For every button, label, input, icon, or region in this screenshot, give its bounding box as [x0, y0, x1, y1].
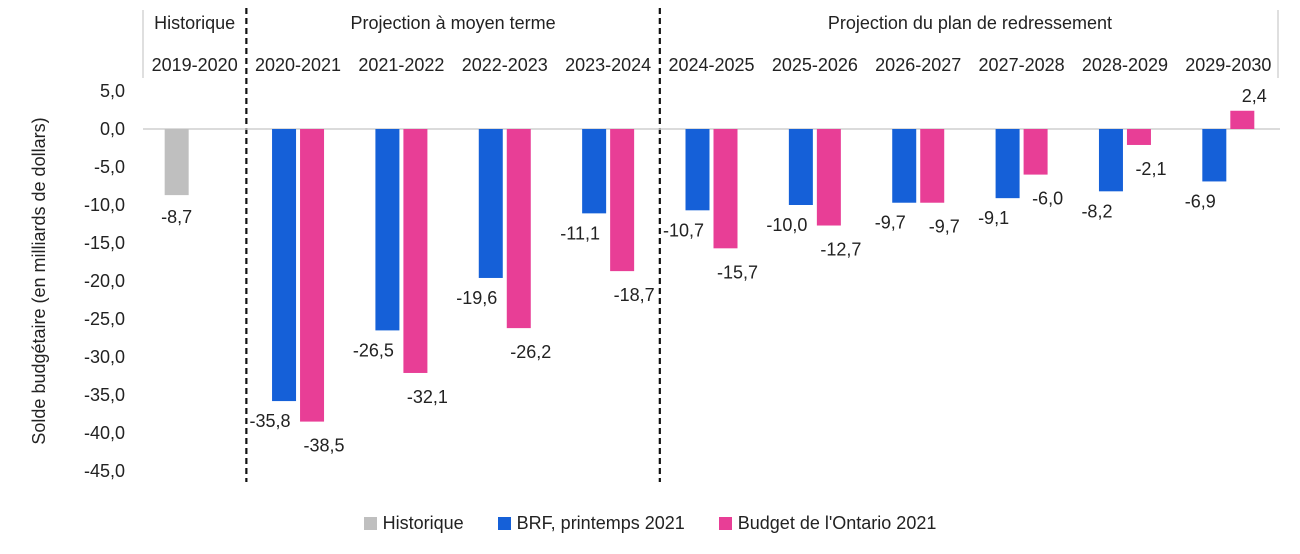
bar	[1023, 129, 1048, 175]
y-tick-label: -25,0	[84, 309, 125, 329]
data-label: -12,7	[820, 240, 861, 260]
category-label: 2021-2022	[358, 55, 444, 75]
y-tick-label: 5,0	[100, 81, 125, 101]
data-label: -9,7	[875, 213, 906, 233]
data-label: -8,7	[161, 207, 192, 227]
bar	[506, 129, 531, 329]
bar	[610, 129, 635, 272]
category-label: 2025-2026	[772, 55, 858, 75]
data-label: -15,7	[717, 262, 758, 282]
category-label: 2027-2028	[979, 55, 1065, 75]
data-label: -26,2	[510, 342, 551, 362]
data-label: -6,0	[1032, 189, 1063, 209]
data-label: -11,1	[560, 223, 600, 243]
bar	[685, 129, 710, 211]
legend-swatch-historique	[363, 517, 377, 530]
data-label: -10,0	[766, 215, 807, 235]
y-tick-label: -10,0	[84, 195, 125, 215]
data-label: -10,7	[663, 220, 704, 240]
bar	[478, 129, 503, 278]
section-label: Projection à moyen terme	[351, 13, 556, 33]
y-tick-label: -20,0	[84, 271, 125, 291]
data-label: -6,9	[1185, 191, 1216, 211]
legend-label-historique: Historique	[382, 513, 464, 533]
bar	[403, 129, 428, 373]
bar	[375, 129, 400, 331]
category-label: 2028-2029	[1082, 55, 1168, 75]
bar	[713, 129, 738, 249]
bar	[995, 129, 1020, 199]
data-label: -38,5	[304, 436, 345, 456]
category-label: 2019-2020	[152, 55, 238, 75]
data-label: -9,7	[929, 217, 960, 237]
category-label: 2024-2025	[668, 55, 754, 75]
legend-label-budget: Budget de l'Ontario 2021	[737, 513, 937, 533]
legend-swatch-budget	[718, 517, 732, 530]
bar	[1098, 129, 1123, 192]
y-tick-label: -5,0	[94, 157, 125, 177]
bar	[1126, 129, 1151, 145]
bar	[300, 129, 325, 422]
category-label: 2020-2021	[255, 55, 341, 75]
data-label: -19,6	[456, 288, 497, 308]
y-tick-label: -40,0	[84, 423, 125, 443]
bar	[892, 129, 917, 203]
y-axis-title: Solde budgétaire (en milliards de dollar…	[29, 117, 49, 444]
category-label: 2026-2027	[875, 55, 961, 75]
category-label: 2022-2023	[462, 55, 548, 75]
section-label: Historique	[154, 13, 235, 33]
data-label: -8,2	[1081, 201, 1112, 221]
legend-item-historique: Historique	[363, 513, 464, 534]
category-label: 2029-2030	[1185, 55, 1271, 75]
y-tick-label: -45,0	[84, 461, 125, 481]
y-tick-label: -15,0	[84, 233, 125, 253]
legend: Historique BRF, printemps 2021 Budget de…	[0, 513, 1300, 534]
bar	[1230, 110, 1255, 129]
y-tick-label: -35,0	[84, 385, 125, 405]
legend-label-brf: BRF, printemps 2021	[516, 513, 685, 533]
data-label: 2,4	[1242, 86, 1267, 106]
bar	[272, 129, 297, 402]
category-label: 2023-2024	[565, 55, 651, 75]
legend-swatch-brf	[497, 517, 511, 530]
section-label: Projection du plan de redressement	[828, 13, 1112, 33]
data-label: -9,1	[978, 208, 1009, 228]
bar	[582, 129, 607, 214]
bar	[816, 129, 841, 226]
y-tick-label: -30,0	[84, 347, 125, 367]
data-label: -2,1	[1135, 159, 1166, 179]
data-label: -26,5	[353, 340, 394, 360]
bar	[788, 129, 813, 205]
bar	[1202, 129, 1227, 182]
bar-chart: Solde budgétaire (en milliards de dollar…	[29, 8, 1280, 482]
data-label: -35,8	[250, 411, 291, 431]
bar	[920, 129, 945, 203]
data-label: -18,7	[614, 285, 655, 305]
legend-item-brf: BRF, printemps 2021	[497, 513, 685, 534]
bar	[164, 129, 189, 196]
legend-item-budget: Budget de l'Ontario 2021	[718, 513, 937, 534]
data-label: -32,1	[407, 387, 448, 407]
y-tick-label: 0,0	[100, 119, 125, 139]
